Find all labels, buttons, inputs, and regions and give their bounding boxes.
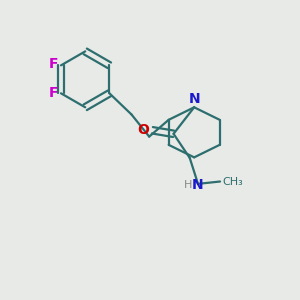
Text: F: F: [49, 57, 58, 71]
Text: O: O: [137, 123, 149, 137]
Text: CH₃: CH₃: [222, 176, 243, 187]
Text: N: N: [192, 178, 204, 192]
Text: H: H: [184, 180, 193, 190]
Text: F: F: [49, 86, 58, 100]
Text: N: N: [188, 92, 200, 106]
